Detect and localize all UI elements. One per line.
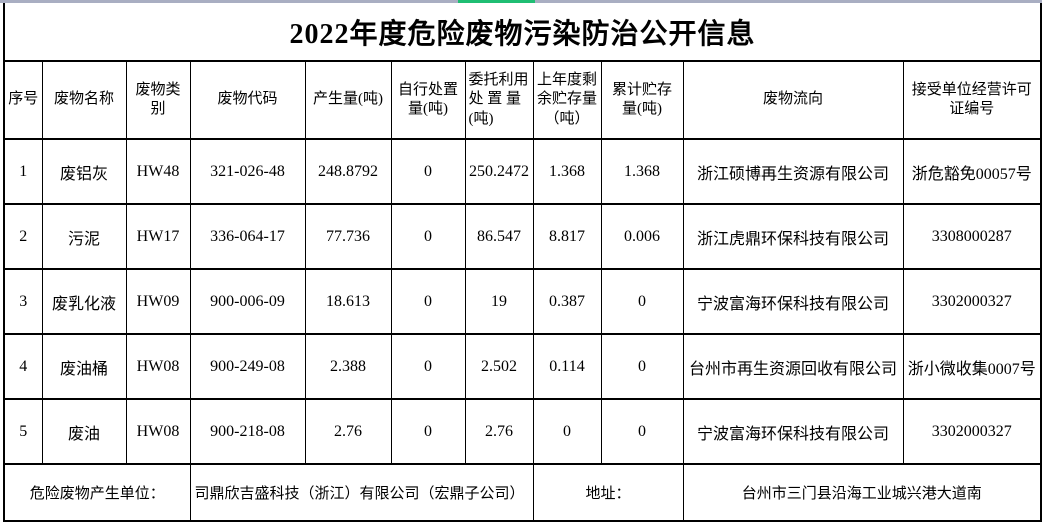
table-cell: 336-064-17 (189, 203, 306, 270)
table-cell: 4 (3, 333, 43, 400)
table-cell: 宁波富海环保科技有限公司 (682, 398, 904, 465)
footer-row: 危险废物产生单位： 司鼎欣吉盛科技（浙江）有限公司（宏鼎子公司） 地址： 台州市… (3, 463, 1042, 522)
progress-track (0, 0, 1042, 3)
table-cell: 0 (600, 333, 684, 400)
table-cell: 废乳化液 (41, 268, 127, 335)
table-cell: 0 (600, 398, 684, 465)
table-cell: 19 (464, 268, 534, 335)
header-cell-generated-amount: 产生量(吨) (304, 60, 392, 140)
hazardous-waste-table: 2022年度危险废物污染防治公开信息 序号 废物名称 废物类 别 废物代码 产生… (3, 3, 1042, 522)
footer-producer-label: 危险废物产生单位： (3, 463, 191, 522)
table-cell: 3 (3, 268, 43, 335)
table-cell: 2.388 (304, 333, 392, 400)
table-cell: 0 (390, 333, 466, 400)
table-cell: 1.368 (600, 138, 684, 205)
table-cell: 1 (3, 138, 43, 205)
table-cell: 0 (390, 268, 466, 335)
table-cell: HW08 (125, 398, 191, 465)
table-cell: 宁波富海环保科技有限公司 (682, 268, 904, 335)
table-row: 1 废铝灰 HW48 321-026-48 248.8792 0 250.2472 1.368… (3, 138, 1042, 205)
table-cell: 0 (532, 398, 602, 465)
table-cell: 浙江虎鼎环保科技有限公司 (682, 203, 904, 270)
table-cell: 321-026-48 (189, 138, 306, 205)
table-cell: 浙小微收集0007号 (902, 333, 1042, 400)
table-cell: HW09 (125, 268, 191, 335)
table-cell: 5 (3, 398, 43, 465)
table-row: 2 污泥 HW17 336-064-17 77.736 0 86.547 8.817 0.006… (3, 203, 1042, 270)
table-row: 4 废油桶 HW08 900-249-08 2.388 0 2.502 0.114 0 台州市再生… (3, 333, 1042, 400)
table-cell: 3308000287 (902, 203, 1042, 270)
footer-address-value: 台州市三门县沿海工业城兴港大道南 (682, 463, 1042, 522)
table-cell: HW08 (125, 333, 191, 400)
table-cell: 250.2472 (464, 138, 534, 205)
table-cell: 8.817 (532, 203, 602, 270)
table-cell: 3302000327 (902, 398, 1042, 465)
footer-address-label: 地址： (532, 463, 684, 522)
table-cell: 900-249-08 (189, 333, 306, 400)
table-cell: 废铝灰 (41, 138, 127, 205)
header-cell-category: 废物类 别 (125, 60, 191, 140)
table-cell: 0.387 (532, 268, 602, 335)
table-cell: 浙江硕博再生资源有限公司 (682, 138, 904, 205)
header-row: 序号 废物名称 废物类 别 废物代码 产生量(吨) 自行处置 量(吨) 委托利用… (3, 60, 1042, 140)
table-cell: 248.8792 (304, 138, 392, 205)
table-cell: 0 (390, 203, 466, 270)
progress-bar (458, 0, 535, 3)
table-row: 3 废乳化液 HW09 900-006-09 18.613 0 19 0.387 0 宁波富海环保… (3, 268, 1042, 335)
header-cell-license-no: 接受单位经营许可 证编号 (902, 60, 1042, 140)
table-cell: 台州市再生资源回收有限公司 (682, 333, 904, 400)
table-cell: 污泥 (41, 203, 127, 270)
table-cell: 900-218-08 (189, 398, 306, 465)
footer-producer-value: 司鼎欣吉盛科技（浙江）有限公司（宏鼎子公司） (189, 463, 534, 522)
table-cell: HW48 (125, 138, 191, 205)
table-cell: 废油桶 (41, 333, 127, 400)
table-cell: 0.114 (532, 333, 602, 400)
table-cell: 2.502 (464, 333, 534, 400)
header-cell-waste-flow: 废物流向 (682, 60, 904, 140)
title-row: 2022年度危险废物污染防治公开信息 (3, 3, 1042, 62)
table-cell: 18.613 (304, 268, 392, 335)
table-cell: 0.006 (600, 203, 684, 270)
header-cell-waste-name: 废物名称 (41, 60, 127, 140)
table-cell: 2.76 (304, 398, 392, 465)
table-cell: 3302000327 (902, 268, 1042, 335)
header-cell-code: 废物代码 (189, 60, 306, 140)
page-title: 2022年度危险废物污染防治公开信息 (3, 3, 1042, 62)
table-cell: 2.76 (464, 398, 534, 465)
table-cell: 900-006-09 (189, 268, 306, 335)
table-row: 5 废油 HW08 900-218-08 2.76 0 2.76 0 0 宁波富海环保科技有限公司… (3, 398, 1042, 465)
table-cell: 浙危豁免00057号 (902, 138, 1042, 205)
header-cell-prev-year-storage: 上年度剩 余贮存量 （吨） (532, 60, 602, 140)
table-cell: 0 (600, 268, 684, 335)
table-cell: 0 (390, 138, 466, 205)
table-cell: 0 (390, 398, 466, 465)
table-cell: 77.736 (304, 203, 392, 270)
table-cell: 1.368 (532, 138, 602, 205)
header-cell-self-disposal: 自行处置 量(吨) (390, 60, 466, 140)
table-cell: 废油 (41, 398, 127, 465)
header-cell-index: 序号 (3, 60, 43, 140)
header-cell-entrusted-disposal: 委托利用 处 置 量 (吨) (464, 60, 534, 140)
table-cell: 2 (3, 203, 43, 270)
table-cell: HW17 (125, 203, 191, 270)
table-cell: 86.547 (464, 203, 534, 270)
header-cell-cumulative-storage: 累计贮存 量(吨) (600, 60, 684, 140)
